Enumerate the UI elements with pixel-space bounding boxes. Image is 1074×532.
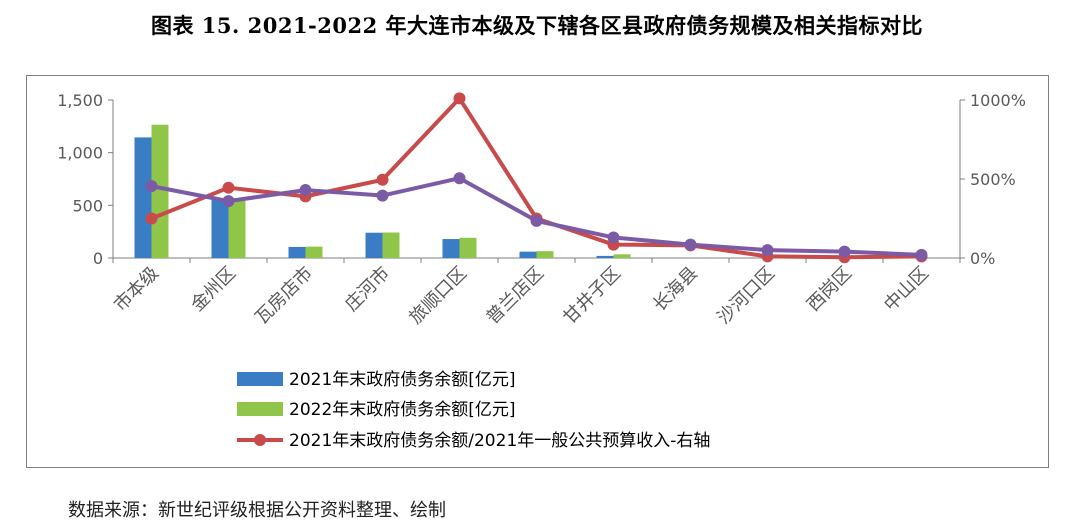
series-point-2 [530,214,543,227]
category-label: 庄河市 [341,263,394,316]
bar-2-庄河市 [382,232,400,258]
bar-2-普兰店区 [536,251,554,258]
legend-swatch [237,402,283,416]
series-point-2 [145,180,158,193]
category-label: 中山区 [880,263,933,316]
series-point-1 [376,173,389,186]
series-point-1 [145,212,158,225]
series-point-2 [222,195,235,208]
category-label: 金州区 [187,263,240,316]
bar-2-旅顺口区 [459,237,477,258]
series-point-2 [684,238,697,251]
series-point-2 [761,244,774,257]
left-tick-label: 1,000 [57,144,103,163]
bar-1-旅顺口区 [442,239,460,258]
bar-2-金州区 [228,197,246,258]
right-tick-label: 1000% [970,91,1026,110]
category-label: 甘井子区 [559,263,625,329]
series-line-1 [150,96,922,260]
series-point-2 [607,231,620,244]
legend-swatch [237,372,283,386]
right-tick-label: 0% [970,249,995,268]
legend-swatch-marker [254,434,266,446]
left-tick-label: 0 [93,249,103,268]
series-point-2 [376,189,389,202]
left-tick-label: 500 [72,196,103,215]
bar-1-庄河市 [365,232,383,258]
series-point-1 [453,92,466,105]
bar-1-金州区 [211,199,229,258]
series-point-1 [222,181,235,194]
chart-frame: 0 500 1,000 1,500 0% 500% 1000% 市本级 金州区 瓦房店市 庄河市 旅顺… [26,75,1049,468]
category-label: 西岗区 [803,263,856,316]
legend-label: 2022年末政府债务余额[亿元] [289,400,516,420]
bar-2-瓦房店市 [305,246,323,258]
chart-title: 图表 15. 2021-2022 年大连市本级及下辖各区县政府债务规模及相关指标… [150,13,924,38]
source-note: 数据来源：新世纪评级根据公开资料整理、绘制 [68,500,446,521]
bar-2-甘井子区 [613,254,631,258]
chart-svg: 0 500 1,000 1,500 0% 500% 1000% 市本级 金州区 瓦房店市 庄河市 旅顺… [57,91,1026,451]
series-point-2 [915,248,928,261]
bar-1-市本级 [134,137,152,258]
category-label: 长海县 [649,263,702,316]
bar-2-市本级 [151,124,169,259]
legend-label: 2021年末政府债务余额[亿元] [289,370,516,390]
category-label: 沙河口区 [713,263,779,329]
series-point-2 [453,172,466,185]
category-label: 瓦房店市 [251,263,317,329]
series-point-2 [299,184,312,197]
legend-label: 2021年末政府债务余额/2021年一般公共预算收入-右轴 [289,431,710,451]
series-point-2 [838,245,851,258]
right-tick-label: 500% [970,170,1016,189]
category-label: 旅顺口区 [405,263,471,329]
bar-1-瓦房店市 [288,246,306,258]
bar-1-甘井子区 [596,255,614,258]
category-label: 普兰店区 [482,263,548,329]
bar-1-普兰店区 [519,251,537,258]
category-label: 市本级 [110,263,163,316]
left-tick-label: 1,500 [57,91,103,110]
